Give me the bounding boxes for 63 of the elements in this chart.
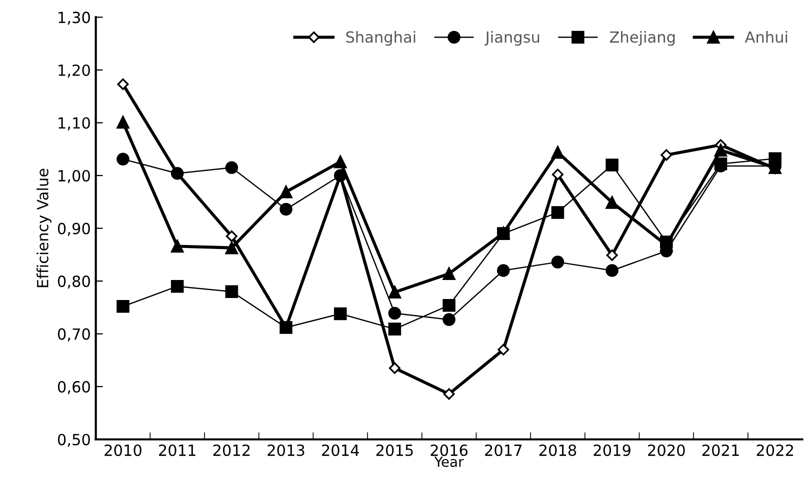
point bbox=[552, 168, 564, 180]
y-tick-label: 1,30 bbox=[58, 12, 90, 25]
y-tick-label: 0,90 bbox=[58, 222, 90, 236]
point bbox=[606, 264, 618, 277]
point bbox=[442, 298, 456, 312]
x-tick-label: 2019 bbox=[594, 444, 630, 456]
point bbox=[660, 149, 672, 161]
point bbox=[551, 256, 564, 268]
legend-label: Jiangsu bbox=[484, 30, 540, 46]
point bbox=[116, 116, 130, 129]
point bbox=[225, 241, 238, 254]
point bbox=[551, 206, 564, 219]
x-tick-label: 2013 bbox=[268, 444, 304, 456]
x-tick-label: 2017 bbox=[485, 444, 522, 456]
y-tick-label: 1,20 bbox=[58, 64, 90, 78]
point bbox=[443, 388, 455, 400]
point bbox=[606, 158, 618, 172]
legend-label: Anhui bbox=[744, 30, 788, 43]
point bbox=[606, 196, 618, 209]
point bbox=[496, 264, 510, 277]
x-tick-label: 2012 bbox=[213, 444, 250, 456]
point bbox=[388, 362, 400, 374]
x-tick-label: 2018 bbox=[539, 444, 576, 456]
x-tick-label: 2014 bbox=[322, 444, 359, 456]
point bbox=[225, 161, 238, 174]
y-tick-label: 1,00 bbox=[58, 170, 90, 184]
y-tick-label: 0,80 bbox=[58, 276, 90, 289]
point bbox=[116, 300, 130, 313]
point bbox=[388, 286, 402, 299]
x-tick-label: 2010 bbox=[104, 444, 142, 456]
point bbox=[170, 280, 184, 293]
point bbox=[334, 307, 347, 320]
x-tick-label: 2011 bbox=[159, 444, 196, 456]
y-tick-label: 1,10 bbox=[58, 117, 90, 130]
point bbox=[768, 152, 782, 166]
point bbox=[498, 344, 510, 356]
legend-label: Shanghai bbox=[346, 30, 416, 46]
point bbox=[116, 152, 130, 166]
x-tick-label: 2016 bbox=[430, 444, 468, 456]
point bbox=[388, 306, 402, 320]
y-tick-label: 0,60 bbox=[58, 381, 90, 394]
point bbox=[226, 230, 238, 242]
y-axis-title: Efficiency Value bbox=[36, 168, 52, 288]
point bbox=[334, 155, 347, 168]
legend-label: Zhejiang bbox=[610, 30, 675, 46]
point bbox=[170, 240, 184, 253]
y-tick-label: 0,70 bbox=[58, 328, 90, 342]
x-tick-label: 2021 bbox=[702, 444, 739, 456]
point bbox=[551, 146, 564, 159]
point bbox=[714, 144, 728, 157]
y-tick-label: 0,50 bbox=[58, 434, 90, 447]
point bbox=[225, 285, 238, 298]
x-axis-title: Year bbox=[434, 456, 464, 467]
x-tick-label: 2015 bbox=[376, 444, 413, 456]
point bbox=[280, 185, 292, 198]
point bbox=[442, 267, 456, 280]
point bbox=[606, 249, 618, 261]
point bbox=[388, 322, 402, 336]
point bbox=[280, 202, 292, 216]
point bbox=[442, 313, 456, 326]
x-tick-label: 2022 bbox=[756, 444, 793, 456]
point bbox=[117, 78, 129, 90]
x-tick-label: 2020 bbox=[648, 444, 685, 456]
